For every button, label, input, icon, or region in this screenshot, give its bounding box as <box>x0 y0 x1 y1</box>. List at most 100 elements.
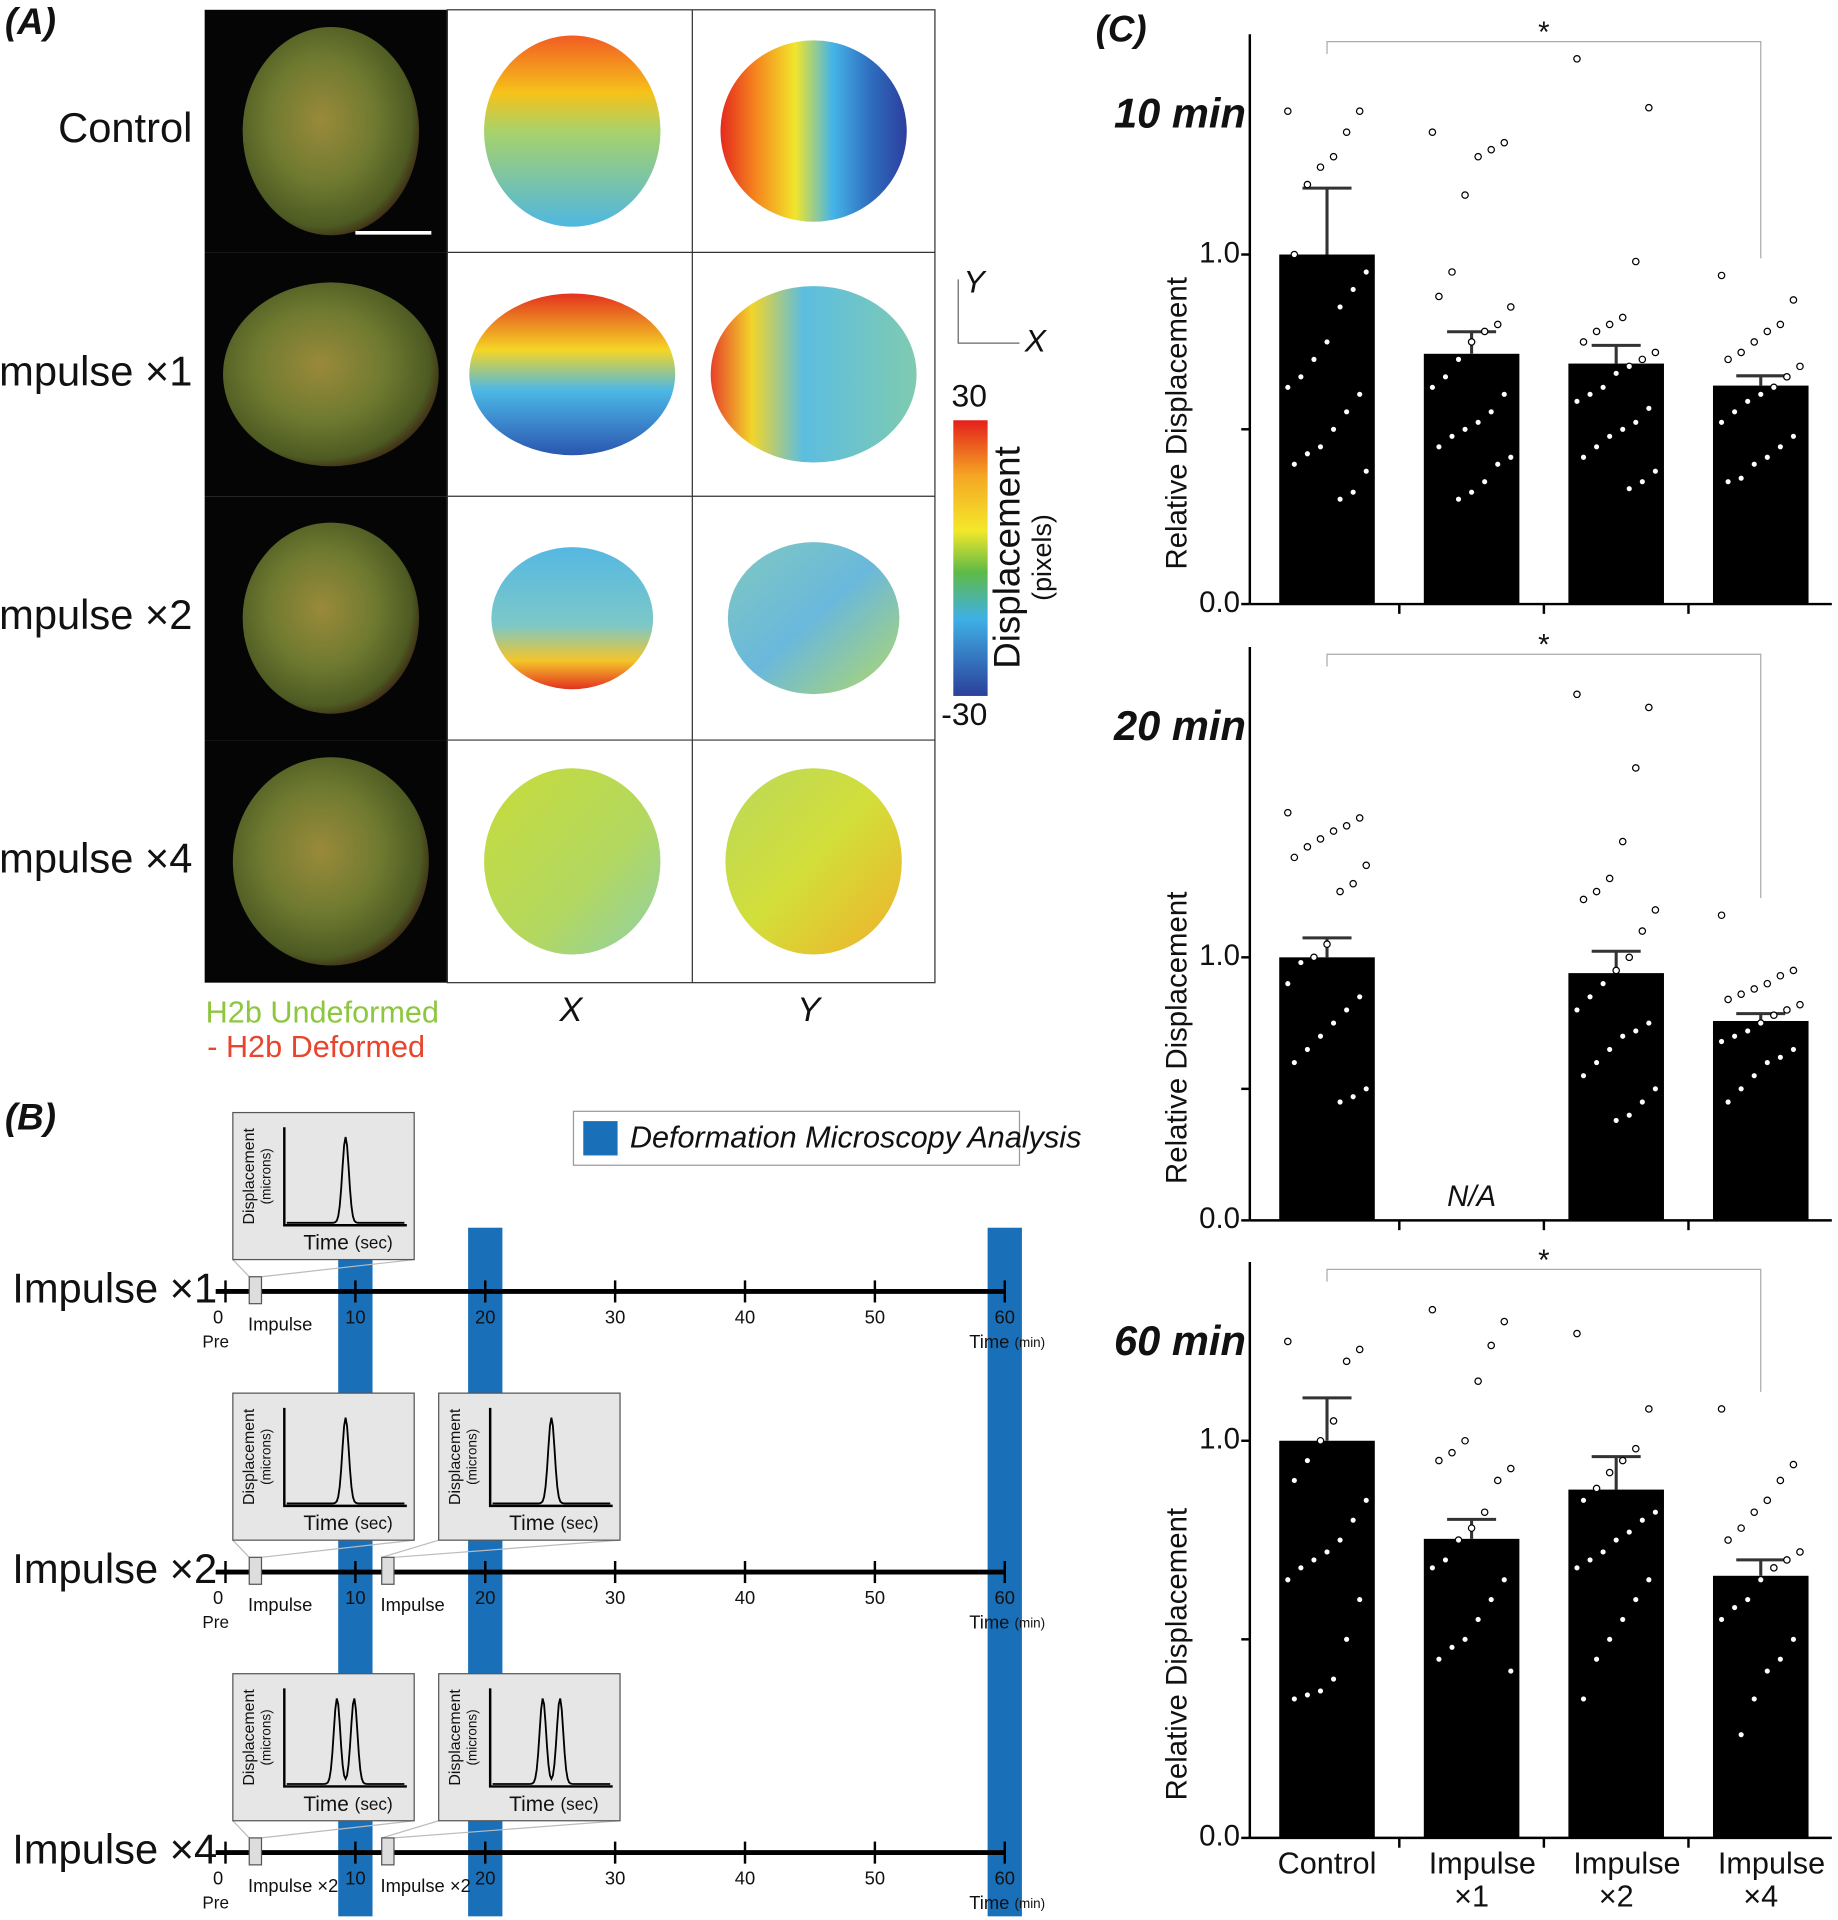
data-point <box>1474 152 1482 161</box>
data-point <box>1487 408 1496 416</box>
tick-label: 0 <box>213 1867 223 1888</box>
data-point <box>1724 1098 1732 1106</box>
tick-label: 60 <box>995 1306 1015 1327</box>
tick-label: 20 <box>475 1306 495 1327</box>
data-point <box>1645 1575 1653 1584</box>
data-point <box>1435 1456 1443 1465</box>
map-y <box>710 286 917 463</box>
data-point <box>1355 107 1364 116</box>
data-point <box>1592 1484 1601 1493</box>
data-point <box>1783 1556 1791 1564</box>
x-tick-label-box: Impulse ×1 <box>1429 1848 1536 1914</box>
nucleus <box>232 757 429 966</box>
impulse-label: Impulse <box>248 1594 312 1615</box>
data-point <box>1448 432 1456 441</box>
inset-xlabel: Time (sec) <box>303 1231 392 1254</box>
data-point <box>1645 404 1653 413</box>
bar <box>1712 1575 1809 1838</box>
data-point <box>1631 764 1640 772</box>
data-point <box>1743 1595 1752 1604</box>
impulse-label: Impulse ×2 <box>380 1875 470 1896</box>
data-point <box>1651 348 1660 357</box>
inset-axes <box>283 1127 407 1227</box>
data-point <box>1638 927 1647 935</box>
data-point <box>1579 1496 1588 1505</box>
data-point <box>1493 320 1502 329</box>
data-point <box>1651 467 1660 476</box>
data-point <box>1730 1032 1739 1041</box>
bar <box>1568 973 1664 1221</box>
y-axis-label: Relative Displacement <box>1161 892 1194 1184</box>
connector <box>261 1820 415 1839</box>
data-point <box>1303 1456 1312 1465</box>
tick-label: 50 <box>865 1587 885 1608</box>
data-point <box>1454 1536 1463 1544</box>
chart-title: 60 min <box>1114 1317 1246 1364</box>
data-point <box>1316 163 1325 171</box>
data-point <box>1297 1564 1305 1572</box>
row-label: Impulse ×1 <box>12 1264 217 1311</box>
data-point <box>1303 1691 1312 1699</box>
row-label: Impulse ×2 <box>12 1545 217 1592</box>
colorbar-min: -30 <box>941 696 987 732</box>
data-point <box>1323 1548 1331 1556</box>
data-point <box>1638 1098 1647 1106</box>
data-point <box>1645 103 1653 112</box>
data-point <box>1480 327 1489 336</box>
y-tick-label: 0.0 <box>1199 586 1240 619</box>
axis-label: Time (min) <box>969 1331 1045 1352</box>
data-point <box>1770 1564 1778 1572</box>
data-point <box>1349 879 1357 888</box>
axis-label: Time (min) <box>969 1892 1045 1913</box>
inset-xlabel: Time (sec) <box>303 1512 392 1535</box>
bar <box>1712 1020 1809 1221</box>
data-point <box>1448 1643 1456 1652</box>
data-point <box>1573 54 1581 63</box>
data-point <box>1349 488 1357 497</box>
data-point <box>1612 1536 1620 1544</box>
tick-label: 40 <box>735 1306 755 1327</box>
inset-xlabel-unit: (sec) <box>355 1513 393 1533</box>
legend-text: Deformation Microscopy Analysis <box>630 1121 1082 1155</box>
data-point <box>1763 1058 1772 1067</box>
colorbar-max: 30 <box>952 378 987 414</box>
inset-ylabel: Displacement <box>241 1128 258 1225</box>
data-point <box>1724 355 1732 364</box>
tick-label: 50 <box>865 1306 885 1327</box>
data-point <box>1717 1037 1726 1046</box>
data-point <box>1737 1524 1745 1532</box>
data-point <box>1796 1548 1804 1556</box>
connector <box>393 1820 621 1839</box>
data-point <box>1336 1098 1344 1106</box>
data-point <box>1625 1528 1634 1536</box>
inset-axes <box>283 1688 407 1788</box>
inset-xlabel-name: Time <box>303 1792 348 1815</box>
data-point <box>1467 1524 1476 1532</box>
colorbar-title: Displacement <box>986 446 1027 669</box>
data-point <box>1750 338 1759 346</box>
data-point <box>1618 425 1627 434</box>
data-point <box>1592 442 1601 451</box>
column-label: Y <box>797 991 822 1029</box>
bar <box>1279 1440 1375 1838</box>
inset-yunit: (microns) <box>465 1429 480 1485</box>
data-point <box>1737 348 1745 357</box>
inset <box>438 1673 621 1822</box>
bar <box>1423 1538 1520 1838</box>
bar <box>1568 1489 1664 1838</box>
data-point <box>1474 1377 1482 1385</box>
map-x <box>484 35 661 227</box>
data-point <box>1789 1460 1798 1469</box>
connector <box>381 1820 439 1839</box>
connector <box>232 1820 250 1839</box>
inset-curve <box>286 1698 405 1785</box>
data-point <box>1579 453 1588 462</box>
data-point <box>1796 362 1804 371</box>
data-point <box>1625 953 1634 962</box>
significance-bracket <box>1326 41 1762 259</box>
bar <box>1712 385 1809 605</box>
data-point <box>1474 418 1482 427</box>
x-tick-label: Impulse ×4 <box>1717 1847 1826 1914</box>
data-point <box>1638 477 1647 486</box>
